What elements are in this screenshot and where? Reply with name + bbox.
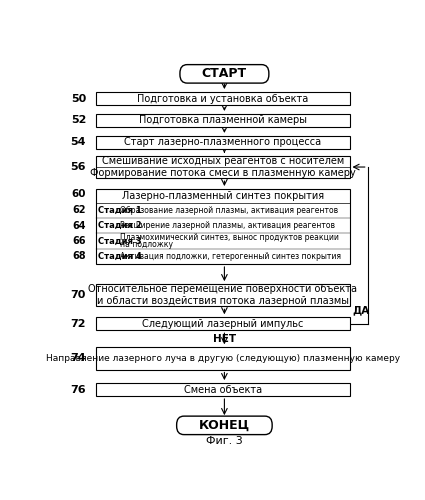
Bar	[96, 114, 349, 127]
Text: Лазерно-плазменный синтез покрытия: Лазерно-плазменный синтез покрытия	[122, 191, 324, 201]
Bar	[96, 317, 349, 330]
Text: Смена объекта: Смена объекта	[184, 384, 262, 394]
Text: Подготовка и установка объекта: Подготовка и установка объекта	[137, 94, 309, 104]
Text: 52: 52	[71, 116, 86, 126]
Text: Плазмохимический синтез, вынос продуктов реакции: Плазмохимический синтез, вынос продуктов…	[120, 232, 339, 241]
Text: 54: 54	[71, 138, 86, 147]
FancyBboxPatch shape	[180, 64, 269, 83]
FancyBboxPatch shape	[177, 416, 272, 434]
Bar	[96, 347, 349, 370]
Text: 72: 72	[71, 318, 86, 328]
Text: Стадия 3: Стадия 3	[98, 236, 141, 246]
Text: 50: 50	[71, 94, 86, 104]
Text: 74: 74	[71, 354, 86, 364]
Bar	[96, 189, 349, 264]
Text: 66: 66	[73, 236, 86, 246]
Text: Направление лазерного луча в другую (следующую) плазменную камеру: Направление лазерного луча в другую (сле…	[46, 354, 400, 363]
Text: СТАРТ: СТАРТ	[202, 68, 247, 80]
Text: Следующий лазерный импульс: Следующий лазерный импульс	[142, 318, 303, 328]
Bar	[96, 136, 349, 149]
Text: на подложку: на подложку	[120, 240, 173, 250]
Text: Старт лазерно-плазменного процесса: Старт лазерно-плазменного процесса	[124, 138, 321, 147]
Text: 60: 60	[71, 188, 86, 198]
Text: Подготовка плазменной камеры: Подготовка плазменной камеры	[139, 116, 307, 126]
Text: Стадия 2: Стадия 2	[98, 222, 142, 230]
Text: НЕТ: НЕТ	[213, 334, 236, 344]
Text: Расширение лазерной плазмы, активация реагентов: Расширение лазерной плазмы, активация ре…	[120, 222, 335, 230]
Text: Относительное перемещение поверхности объекта
и области воздействия потока лазер: Относительное перемещение поверхности об…	[88, 284, 357, 306]
Text: Формирование потока смеси в плазменную камеру: Формирование потока смеси в плазменную к…	[90, 168, 356, 177]
Text: КОНЕЦ: КОНЕЦ	[199, 419, 250, 432]
Bar	[96, 284, 349, 306]
Bar	[96, 383, 349, 396]
Text: Стадия 4: Стадия 4	[98, 252, 142, 261]
Text: 62: 62	[73, 206, 86, 216]
Text: 70: 70	[71, 290, 86, 300]
Text: ДА: ДА	[352, 306, 370, 316]
Text: 76: 76	[71, 384, 86, 394]
Bar	[96, 92, 349, 105]
Text: Стадия 1: Стадия 1	[98, 206, 142, 215]
Text: Фиг. 3: Фиг. 3	[206, 436, 243, 446]
Bar	[96, 156, 349, 178]
Text: 68: 68	[72, 252, 86, 262]
Text: Смешивание исходных реагентов с носителем: Смешивание исходных реагентов с носителе…	[102, 156, 344, 166]
Text: 56: 56	[71, 162, 86, 172]
Text: 64: 64	[73, 221, 86, 231]
Text: Образование лазерной плазмы, активация реагентов: Образование лазерной плазмы, активация р…	[120, 206, 338, 215]
Text: Активация подложки, гетерогенный синтез покрытия: Активация подложки, гетерогенный синтез …	[120, 252, 341, 261]
